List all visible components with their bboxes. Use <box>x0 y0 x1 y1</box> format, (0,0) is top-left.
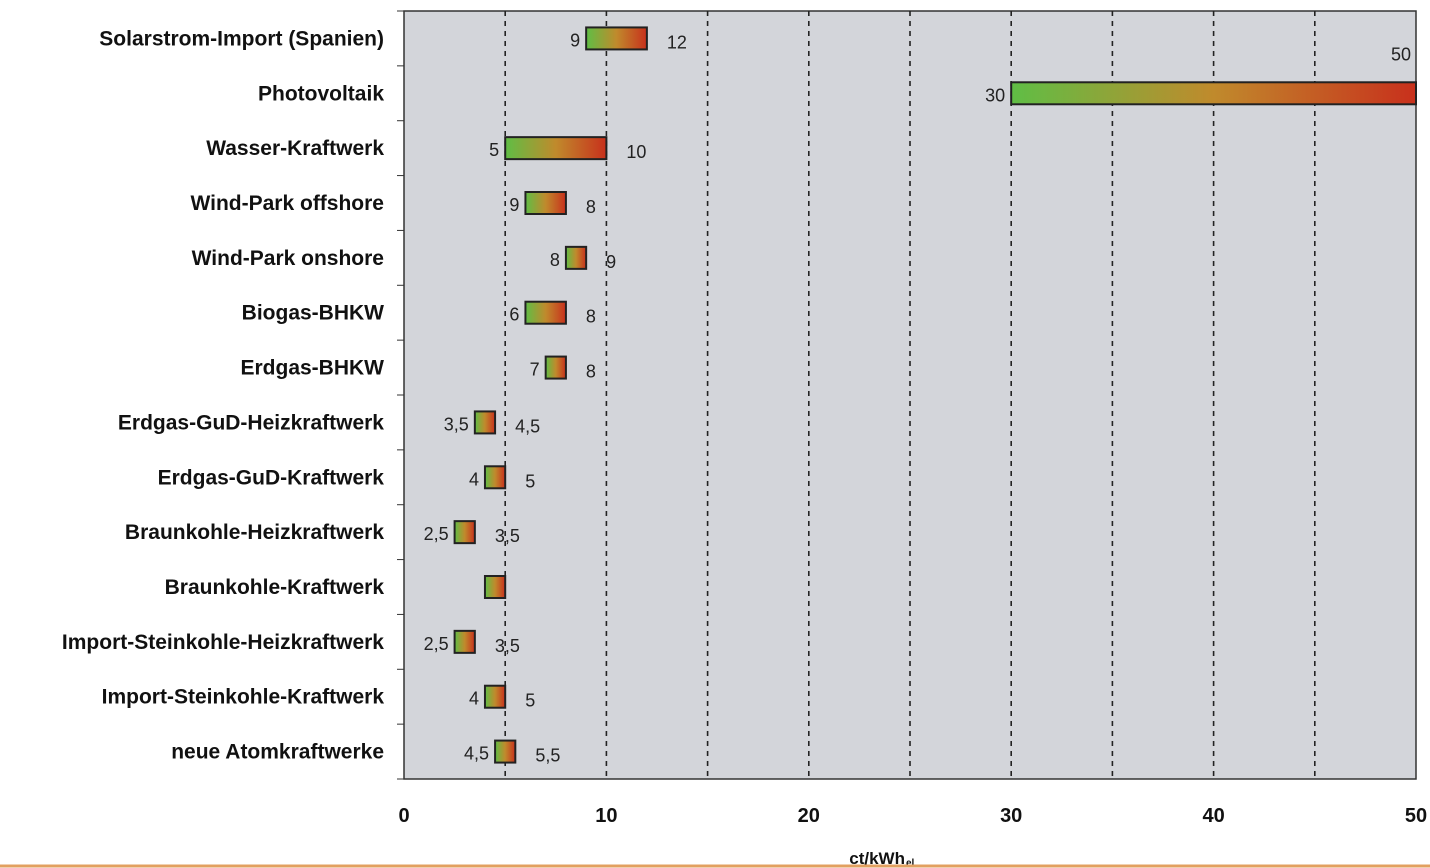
bar-low-label: 2,5 <box>424 634 449 654</box>
range-bar <box>524 300 567 325</box>
y-ticks <box>397 10 404 780</box>
range-bar <box>564 245 588 270</box>
bar-low-label: 9 <box>570 30 580 50</box>
category-label: Wasser-Kraftwerk <box>206 137 384 160</box>
range-bar <box>544 355 567 380</box>
gridlines <box>504 11 1316 779</box>
range-bar <box>494 739 517 764</box>
bar-high-label: 8 <box>586 362 596 382</box>
bar-high-label: 8 <box>586 197 596 217</box>
x-tick-label: 40 <box>1202 805 1224 827</box>
category-label: Biogas-BHKW <box>242 302 385 325</box>
category-label: Erdgas-BHKW <box>240 357 384 380</box>
category-labels: Solarstrom-Import (Spanien) Photovoltaik W… <box>62 27 384 763</box>
bar-low-label: 5 <box>489 140 499 160</box>
bar-low-label: 30 <box>985 85 1005 105</box>
bar-low-label: 4 <box>469 689 479 709</box>
x-tick-label: 10 <box>595 805 617 827</box>
bar-low-label: 7 <box>530 360 540 380</box>
bar-high-label: 4,5 <box>515 416 540 436</box>
bar-high-label: 3,5 <box>495 636 520 656</box>
bar-low-label: 6 <box>509 305 519 325</box>
category-label: Solarstrom-Import (Spanien) <box>99 27 384 50</box>
bar-low-label: 3,5 <box>444 414 469 434</box>
x-axis-title: ct/kWh <box>849 849 905 868</box>
range-bar <box>585 26 648 51</box>
bar-high-label: 3,5 <box>495 526 520 546</box>
category-label: Wind-Park offshore <box>191 192 385 215</box>
range-bar <box>453 629 476 654</box>
category-label: Import-Steinkohle-Kraftwerk <box>102 686 385 709</box>
bar-high-label: 50 <box>1391 44 1411 64</box>
range-bar <box>483 465 507 490</box>
bar-high-label: 5 <box>525 471 535 491</box>
category-label: Erdgas-GuD-Kraftwerk <box>158 466 385 489</box>
bar-low-label: 4,5 <box>464 744 489 764</box>
x-axis-title-subscript: el <box>906 858 915 868</box>
category-label: Erdgas-GuD-Heizkraftwerk <box>118 411 384 434</box>
bar-low-label: 9 <box>509 195 519 215</box>
range-bar <box>453 520 476 545</box>
range-bar <box>483 684 507 709</box>
bar-high-label: 9 <box>606 252 616 272</box>
category-label: Photovoltaik <box>258 82 384 105</box>
range-bar <box>473 410 497 435</box>
bars: 9 12 30 50 5 10 9 8 8 9 6 8 7 8 3,5 4,5 4 5 2,5 3,5 2,5 3,5 4 5… <box>424 26 1417 766</box>
bar-high-label: 8 <box>586 307 596 327</box>
x-tick-label: 20 <box>798 805 820 827</box>
bar-high-label: 5,5 <box>535 746 560 766</box>
x-tick-label: 0 <box>398 805 409 827</box>
x-tick-label: 50 <box>1405 805 1427 827</box>
category-label: neue Atomkraftwerke <box>171 741 384 764</box>
x-tick-labels: 0 10 20 30 40 50 <box>398 805 1427 827</box>
category-label: Braunkohle-Heizkraftwerk <box>125 521 384 544</box>
category-label: Wind-Park onshore <box>192 247 384 270</box>
bar-high-label: 10 <box>626 142 646 162</box>
bar-low-label: 8 <box>550 250 560 270</box>
category-label: Braunkohle-Kraftwerk <box>165 576 385 599</box>
range-bar <box>524 191 567 215</box>
bar-low-label: 4 <box>469 469 479 489</box>
range-bar <box>1010 81 1417 106</box>
bar-high-label: 12 <box>667 32 687 52</box>
range-bar <box>504 136 608 161</box>
bar-low-label: 2,5 <box>424 524 449 544</box>
category-label: Import-Steinkohle-Heizkraftwerk <box>62 631 384 654</box>
range-bar <box>483 575 507 599</box>
x-tick-label: 30 <box>1000 805 1022 827</box>
bar-high-label: 5 <box>525 691 535 711</box>
